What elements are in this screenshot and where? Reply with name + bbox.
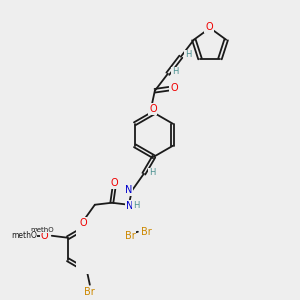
Text: O: O [205, 22, 213, 32]
Text: H: H [172, 67, 178, 76]
Text: H: H [148, 168, 155, 177]
Text: methO: methO [11, 231, 37, 240]
Text: N: N [126, 201, 134, 211]
FancyBboxPatch shape [76, 220, 130, 274]
Text: O: O [79, 218, 87, 228]
Text: O: O [149, 104, 157, 114]
Text: H: H [133, 201, 139, 210]
Text: O: O [110, 178, 118, 188]
Text: N: N [125, 185, 133, 195]
Text: Br: Br [85, 287, 95, 297]
Text: O: O [41, 231, 49, 241]
Text: O: O [170, 83, 178, 93]
Text: methO: methO [30, 227, 54, 233]
Text: Br: Br [124, 231, 135, 241]
Text: Br: Br [140, 227, 151, 237]
Text: H: H [184, 50, 191, 59]
